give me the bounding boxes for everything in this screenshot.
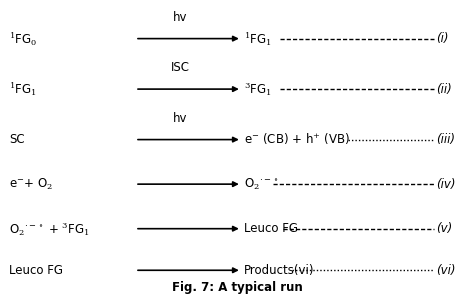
Text: e$^{-}$+ O$_{2}$: e$^{-}$+ O$_{2}$ (9, 177, 54, 192)
Text: (v): (v) (436, 222, 452, 235)
Text: $^{3}$FG$_{1}$: $^{3}$FG$_{1}$ (244, 80, 272, 98)
Text: ISC: ISC (171, 61, 190, 74)
Text: (iii): (iii) (436, 133, 455, 146)
Text: O$_{2}$$^{\cdot -\circ}$ + $^{3}$FG$_{1}$: O$_{2}$$^{\cdot -\circ}$ + $^{3}$FG$_{1}… (9, 220, 90, 238)
Text: (ii): (ii) (436, 83, 452, 96)
Text: (iv): (iv) (436, 178, 456, 191)
Text: hv: hv (173, 11, 187, 24)
Text: Leuco FG: Leuco FG (9, 264, 64, 277)
Text: $^{1}$FG$_{0}$: $^{1}$FG$_{0}$ (9, 30, 38, 48)
Text: Leuco FG: Leuco FG (244, 222, 298, 235)
Text: Fig. 7: A typical run: Fig. 7: A typical run (172, 281, 302, 294)
Text: (i): (i) (436, 32, 448, 45)
Text: e$^{-}$ (CB) + h$^{+}$ (VB): e$^{-}$ (CB) + h$^{+}$ (VB) (244, 132, 350, 147)
Text: Products(vi): Products(vi) (244, 264, 315, 277)
Text: SC: SC (9, 133, 25, 146)
Text: (vi): (vi) (436, 264, 456, 277)
Text: $^{1}$FG$_{1}$: $^{1}$FG$_{1}$ (9, 80, 37, 98)
Text: $^{1}$FG$_{1}$: $^{1}$FG$_{1}$ (244, 30, 272, 48)
Text: O$_{2}$$^{\cdot -\circ}$: O$_{2}$$^{\cdot -\circ}$ (244, 176, 279, 192)
Text: hv: hv (173, 112, 187, 125)
